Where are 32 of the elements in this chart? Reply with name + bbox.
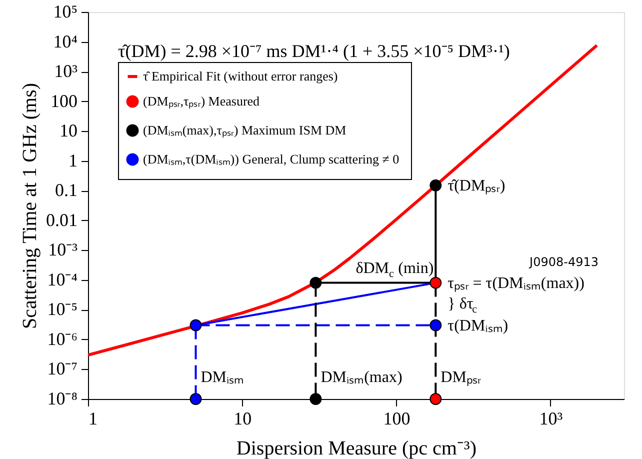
- y-tick-label: 10⁻⁵: [47, 299, 78, 320]
- annotation: J0908-4913: [528, 255, 598, 269]
- y-tick-label: 10⁻⁷: [47, 358, 78, 379]
- x-tick-label: 1: [88, 408, 98, 428]
- y-tick-label: 1: [68, 150, 78, 170]
- y-tick-label: 10⁻⁶: [47, 328, 78, 349]
- annotation: τ̂(DM) = 2.98 ×10⁻⁷ ms DM¹·⁴ (1 + 3.55 ×10⁻⁵ DM³·¹): [118, 41, 510, 61]
- x-tick-label: 10³: [539, 408, 564, 428]
- x-tick-label: 10: [234, 408, 252, 428]
- x-axis-title: Dispersion Measure (pc cm⁻³): [236, 438, 477, 459]
- x-tick-label: 100: [383, 408, 410, 428]
- y-tick-label: 10⁵: [53, 2, 78, 22]
- annotation: τ̂(DMₚₛᵣ): [448, 177, 506, 194]
- y-tick-label: 10⁻³: [48, 240, 78, 260]
- y-tick-label: 100: [50, 90, 78, 111]
- legend-label: (DMₚₛᵣ,τₚₛᵣ) Measured: [143, 94, 260, 110]
- y-tick-label: 10: [60, 120, 78, 141]
- y-tick-label: 10⁴: [53, 31, 78, 52]
- y-tick-label: 10⁻⁸: [47, 388, 78, 408]
- annotation: DMᵢₛₘ(max): [320, 369, 402, 386]
- annotation: τₚₛᵣ = τ(DMᵢₛₘ(max)): [448, 274, 584, 292]
- y-tick-label: 10³: [54, 61, 78, 82]
- legend-label: (DMᵢₛₘ(max),τₚₛᵣ) Maximum ISM DM: [143, 122, 347, 138]
- y-axis-title: Scattering Time at 1 GHz (ms): [19, 82, 41, 330]
- legend-label: (DMᵢₛₘ,τ(DMᵢₛₘ)) General, Clump scattering ≠ 0: [143, 152, 400, 166]
- annotation: τ(DMᵢₛₘ): [448, 317, 508, 334]
- annotation: DMₚₛᵣ: [440, 369, 482, 386]
- y-tick-label: 0.01: [46, 210, 78, 230]
- annotation: DMᵢₛₘ: [200, 369, 244, 386]
- y-tick-label: 0.1: [55, 180, 78, 200]
- y-tick-label: 10⁻⁴: [47, 269, 78, 290]
- legend-label: τ̂ Empirical Fit (without error ranges): [143, 68, 338, 84]
